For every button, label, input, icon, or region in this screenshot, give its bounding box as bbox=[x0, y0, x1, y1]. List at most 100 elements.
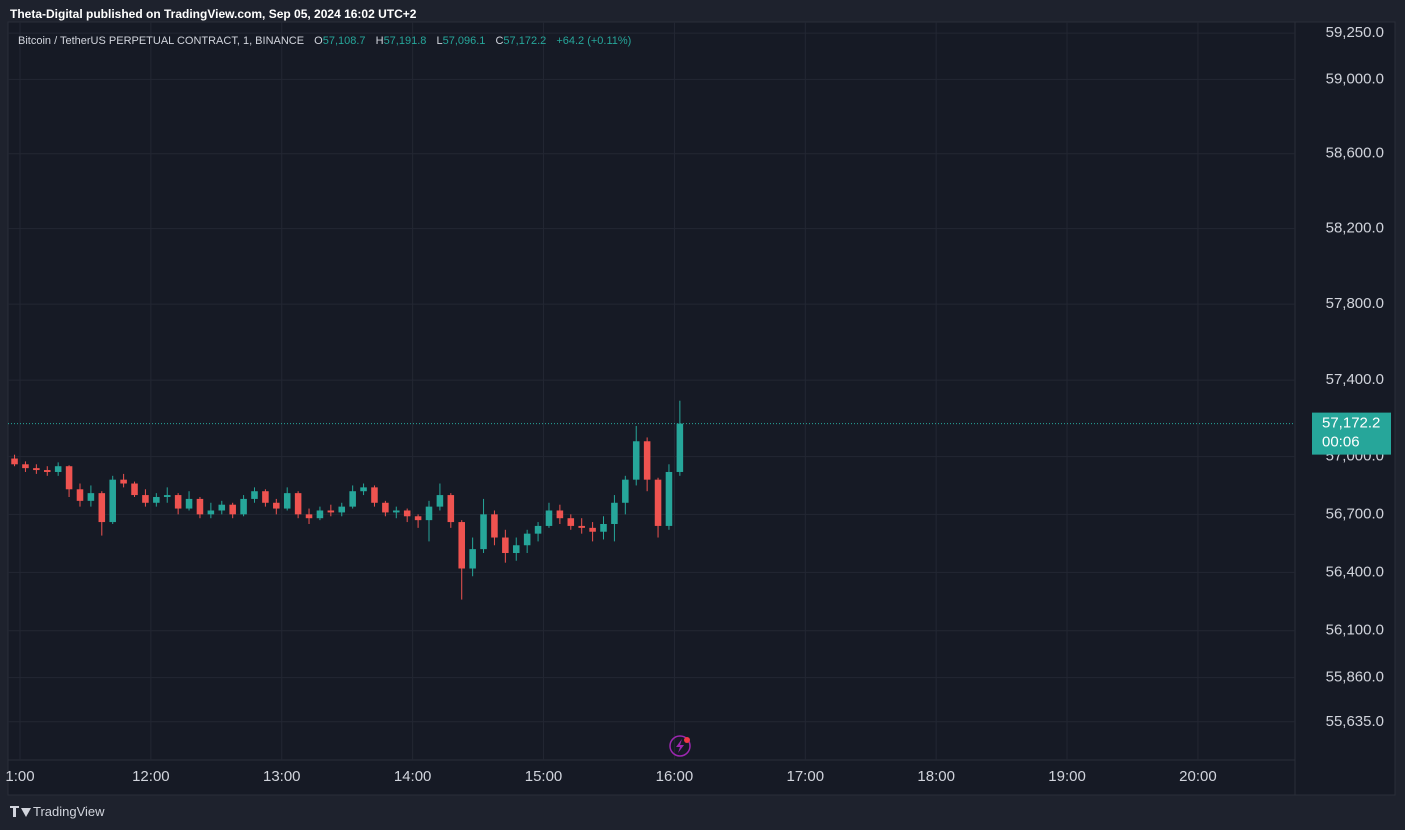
close-value: 57,172.2 bbox=[503, 35, 547, 47]
candle-body bbox=[196, 498, 204, 515]
candle-body bbox=[174, 495, 182, 509]
candle-body bbox=[480, 514, 487, 550]
x-tick-label: 1:00 bbox=[5, 768, 34, 785]
candle-body bbox=[349, 491, 356, 507]
axis-labels: 59,250.0 59,000.0 58,600.0 58,200.0 57,800.0… bbox=[5, 24, 1391, 785]
symbol-legend: Bitcoin / TetherUS PERPETUAL CONTRACT, 1… bbox=[18, 35, 631, 47]
candle-body bbox=[632, 441, 640, 480]
candle-body bbox=[22, 464, 29, 469]
candle-body bbox=[338, 506, 346, 513]
candle-body bbox=[76, 489, 84, 501]
candle-body bbox=[229, 504, 236, 515]
candle-body bbox=[665, 471, 673, 526]
x-tick-label: 18:00 bbox=[917, 768, 955, 785]
x-tick-label: 12:00 bbox=[132, 768, 170, 785]
change: +64.2 (+0.11%) bbox=[556, 35, 632, 47]
price-tag-price: 57,172.2 bbox=[1322, 415, 1380, 432]
candle-body bbox=[65, 466, 73, 490]
candle-body bbox=[545, 510, 553, 526]
candles bbox=[8, 400, 1295, 600]
candle-body bbox=[327, 510, 335, 513]
candle-body bbox=[371, 487, 378, 503]
candle-body bbox=[676, 423, 684, 472]
candle-body bbox=[163, 495, 171, 497]
high-key: H bbox=[375, 35, 384, 47]
candle-body bbox=[654, 479, 662, 526]
open-value: 57,108.7 bbox=[322, 35, 366, 47]
symbol: Bitcoin / TetherUS PERPETUAL CONTRACT, 1… bbox=[18, 35, 305, 47]
y-tick-label: 57,400.0 bbox=[1326, 371, 1384, 388]
low-key: L bbox=[436, 35, 443, 47]
close-key: C bbox=[495, 35, 504, 47]
candle-body bbox=[87, 493, 95, 501]
candle-body bbox=[512, 545, 520, 554]
candle-body bbox=[556, 510, 564, 519]
candle-body bbox=[447, 495, 455, 523]
alert-bolt bbox=[676, 739, 684, 753]
candle-body bbox=[578, 525, 585, 528]
candle-body bbox=[109, 479, 116, 523]
candle-body bbox=[393, 510, 400, 513]
candle-body bbox=[534, 525, 542, 534]
candle-body bbox=[273, 502, 280, 509]
candle-body bbox=[98, 493, 106, 523]
candle-body bbox=[54, 466, 62, 472]
candle-body bbox=[153, 496, 160, 503]
candle-body bbox=[600, 523, 607, 532]
x-tick-label: 16:00 bbox=[656, 768, 694, 785]
candle-body bbox=[131, 483, 138, 496]
candle-body bbox=[414, 516, 422, 521]
y-tick-label: 55,635.0 bbox=[1326, 713, 1384, 730]
candle-body bbox=[360, 487, 367, 492]
candle-body bbox=[403, 510, 411, 517]
candle-body bbox=[502, 537, 509, 554]
candle-body bbox=[611, 502, 618, 524]
candle-body bbox=[218, 504, 226, 511]
candle-body bbox=[491, 514, 498, 538]
x-tick-label: 20:00 bbox=[1179, 768, 1217, 785]
open-key: O bbox=[314, 35, 323, 47]
y-tick-label: 56,400.0 bbox=[1326, 563, 1384, 580]
x-tick-label: 13:00 bbox=[263, 768, 301, 785]
candle-body bbox=[425, 506, 433, 521]
candle-body bbox=[142, 495, 149, 503]
x-tick-label: 15:00 bbox=[525, 768, 563, 785]
y-tick-label: 55,860.0 bbox=[1326, 669, 1384, 686]
price-tag bbox=[1312, 412, 1391, 455]
chart-frame bbox=[7, 21, 1396, 796]
candle-body bbox=[305, 514, 313, 519]
high-value: 57,191.8 bbox=[383, 35, 427, 47]
y-tick-label: 57,800.0 bbox=[1326, 295, 1384, 312]
candle-body bbox=[251, 491, 258, 499]
candle-body bbox=[316, 510, 324, 519]
candle-body bbox=[458, 522, 465, 569]
candle-body bbox=[283, 493, 291, 509]
y-tick-label: 59,000.0 bbox=[1326, 70, 1384, 87]
y-tick-label: 58,200.0 bbox=[1326, 220, 1384, 237]
x-tick-label: 19:00 bbox=[1048, 768, 1086, 785]
candle-body bbox=[120, 479, 127, 484]
candle-body bbox=[643, 441, 651, 480]
publisher-line: Theta-Digital published on TradingView.c… bbox=[10, 7, 417, 21]
candle-body bbox=[469, 549, 476, 569]
candle-body bbox=[262, 491, 269, 503]
candle-body bbox=[11, 458, 18, 465]
candle-body bbox=[567, 518, 575, 526]
y-tick-label: 56,700.0 bbox=[1326, 505, 1384, 522]
candle-body bbox=[33, 468, 40, 471]
price-tag-countdown: 00:06 bbox=[1322, 434, 1360, 451]
x-tick-label: 17:00 bbox=[787, 768, 825, 785]
low-value: 57,096.1 bbox=[442, 35, 486, 47]
alert-icon[interactable] bbox=[669, 735, 691, 757]
candle-body bbox=[589, 527, 596, 532]
candle-body bbox=[43, 470, 51, 472]
candle-body bbox=[240, 498, 247, 515]
candle-body bbox=[294, 493, 302, 515]
alert-dot bbox=[684, 737, 690, 743]
grid bbox=[8, 22, 1295, 760]
candle-body bbox=[382, 502, 389, 513]
y-tick-label: 59,250.0 bbox=[1326, 24, 1384, 41]
tv-logo bbox=[10, 806, 31, 817]
